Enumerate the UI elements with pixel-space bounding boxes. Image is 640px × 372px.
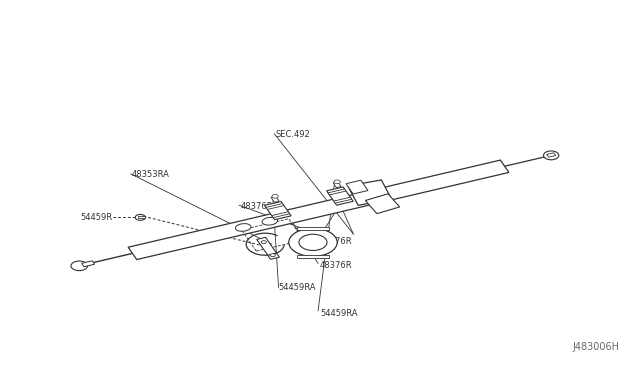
Polygon shape: [297, 227, 329, 230]
Circle shape: [270, 254, 275, 257]
Text: J483006H: J483006H: [573, 342, 620, 352]
Circle shape: [334, 180, 340, 184]
Text: 48376R: 48376R: [320, 237, 353, 246]
Ellipse shape: [262, 217, 278, 225]
Polygon shape: [266, 203, 284, 209]
Polygon shape: [264, 202, 291, 220]
Polygon shape: [365, 194, 399, 214]
Ellipse shape: [236, 224, 251, 231]
Polygon shape: [271, 196, 279, 202]
Polygon shape: [333, 197, 352, 203]
Circle shape: [543, 151, 559, 160]
Circle shape: [299, 234, 327, 250]
Polygon shape: [81, 261, 95, 267]
Circle shape: [71, 261, 88, 271]
Polygon shape: [328, 189, 346, 195]
Circle shape: [272, 195, 278, 198]
Text: 48353RA: 48353RA: [132, 170, 170, 179]
Polygon shape: [297, 255, 329, 258]
Polygon shape: [346, 180, 368, 194]
Polygon shape: [272, 212, 290, 218]
Circle shape: [135, 214, 145, 220]
Circle shape: [261, 241, 266, 244]
Text: 54459RA: 54459RA: [320, 309, 358, 318]
Polygon shape: [257, 237, 280, 259]
Text: 48376R: 48376R: [320, 261, 353, 270]
Polygon shape: [128, 160, 509, 260]
Polygon shape: [333, 182, 341, 188]
Polygon shape: [138, 216, 145, 218]
Text: 54459R: 54459R: [81, 213, 113, 222]
Circle shape: [289, 228, 337, 256]
Polygon shape: [348, 180, 392, 205]
Text: 48376RA: 48376RA: [241, 202, 278, 211]
Text: SEC.492: SEC.492: [275, 130, 310, 139]
Text: 54459RA: 54459RA: [278, 283, 316, 292]
Polygon shape: [547, 153, 556, 157]
Polygon shape: [326, 187, 353, 205]
